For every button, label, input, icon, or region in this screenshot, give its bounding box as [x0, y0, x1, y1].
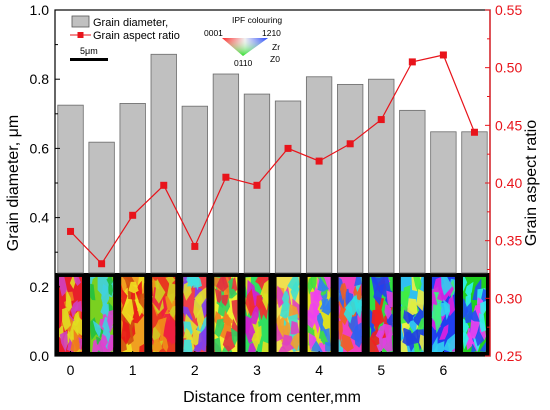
ipf-label-0001: 0001 — [204, 28, 223, 38]
marker-grain-aspect-ratio — [67, 227, 75, 235]
x-tick-label: 1 — [129, 362, 137, 378]
marker-grain-aspect-ratio — [191, 242, 199, 250]
y-right-tick-label: 0.55 — [495, 2, 522, 18]
scale-bar-line — [70, 58, 108, 61]
micrograph-tile — [214, 276, 238, 352]
marker-grain-aspect-ratio — [253, 181, 261, 189]
micrograph-tile — [152, 276, 176, 352]
marker-grain-aspect-ratio — [346, 140, 354, 148]
y-right-tick-label: 0.30 — [495, 290, 522, 306]
micrograph-strip — [55, 272, 490, 356]
y-right-tick-label: 0.45 — [495, 117, 522, 133]
micrograph-strip-background — [55, 272, 490, 356]
ipf-label-z0: Z0 — [270, 54, 280, 64]
marker-grain-aspect-ratio — [222, 173, 230, 181]
bar-series-grain-diameter — [57, 53, 488, 274]
scale-bar-label: 5μm — [80, 46, 98, 56]
y-right-tick-label: 0.50 — [495, 60, 522, 76]
marker-grain-aspect-ratio — [377, 116, 385, 124]
ipf-label-1210: 1210 — [262, 28, 281, 38]
micrograph-tile — [307, 276, 331, 352]
marker-grain-aspect-ratio — [408, 58, 416, 66]
micrograph-tile — [276, 276, 300, 352]
marker-grain-aspect-ratio — [98, 260, 106, 268]
bar-grain-diameter — [212, 73, 240, 274]
ipf-inset: IPF colouring 0001 1210 0110 Zr Z0 — [204, 15, 282, 68]
micrograph-tile — [59, 276, 83, 352]
bar-grain-diameter — [305, 76, 333, 274]
ipf-triangle-shade — [222, 38, 268, 56]
bar-grain-diameter — [399, 109, 426, 274]
bar-grain-diameter — [150, 53, 177, 274]
ipf-title: IPF colouring — [232, 15, 282, 25]
micrograph-tile — [400, 276, 424, 352]
legend-swatch-grain-diameter — [71, 15, 90, 28]
marker-grain-aspect-ratio — [315, 157, 323, 165]
marker-grain-aspect-ratio — [129, 211, 137, 219]
x-tick-label: 0 — [67, 362, 75, 378]
legend-marker-grain-aspect-ratio — [77, 32, 84, 38]
marker-grain-aspect-ratio — [439, 51, 447, 59]
marker-grain-aspect-ratio — [160, 181, 168, 189]
bar-grain-diameter — [430, 131, 457, 274]
x-tick-label: 4 — [315, 362, 323, 378]
micrograph-tile — [338, 276, 362, 352]
line-grain-aspect-ratio — [70, 54, 476, 265]
bar-grain-diameter — [461, 131, 488, 274]
y-left-tick-label: 0.8 — [30, 71, 50, 87]
micrograph-tile — [462, 276, 486, 352]
y-left-tick-label: 0.0 — [30, 348, 50, 364]
micrograph-tile — [90, 276, 114, 352]
x-tick-label: 6 — [439, 362, 447, 378]
legend-label-grain-aspect-ratio: Grain aspect ratio — [93, 30, 180, 42]
ipf-label-zr: Zr — [272, 42, 280, 52]
ipf-label-0110: 0110 — [234, 58, 253, 68]
micrograph-tile — [183, 276, 207, 352]
line-series-grain-aspect-ratio — [67, 51, 478, 268]
micrograph-tile — [121, 276, 145, 352]
y-left-axis-title: Grain diameter, μm — [5, 115, 22, 251]
bar-grain-diameter — [337, 83, 364, 274]
micrograph-tile — [369, 276, 393, 352]
y-left-tick-label: 0.4 — [30, 210, 50, 226]
marker-grain-aspect-ratio — [470, 128, 478, 136]
y-left-tick-label: 1.0 — [30, 2, 50, 18]
axes: 0.0 0.2 0.4 0.6 0.8 1.0 0.25 0.30 0.35 0.40 0.45 0.… — [30, 2, 523, 378]
marker-grain-aspect-ratio — [284, 144, 292, 152]
micrograph-tile — [245, 276, 269, 352]
y-right-tick-label: 0.40 — [495, 175, 522, 191]
bar-grain-diameter — [88, 141, 115, 274]
legend-label-grain-diameter: Grain diameter, — [93, 17, 168, 29]
y-right-axis-title: Grain aspect ratio — [523, 120, 540, 246]
bar-grain-diameter — [57, 104, 84, 274]
y-right-tick-label: 0.25 — [495, 348, 522, 364]
scale-bar: 5μm — [70, 46, 108, 61]
y-left-tick-label: 0.6 — [30, 140, 50, 156]
bar-grain-diameter — [274, 100, 302, 274]
bar-grain-diameter — [368, 78, 395, 274]
y-left-tick-label: 0.2 — [30, 279, 50, 295]
legend: Grain diameter, Grain aspect ratio — [70, 15, 180, 42]
x-axis-title: Distance from center,mm — [183, 389, 361, 406]
x-tick-label: 3 — [253, 362, 261, 378]
x-tick-label: 2 — [191, 362, 199, 378]
y-right-tick-label: 0.35 — [495, 233, 522, 249]
bar-grain-diameter — [119, 103, 146, 274]
micrograph-tile — [431, 276, 455, 352]
x-tick-label: 5 — [377, 362, 385, 378]
